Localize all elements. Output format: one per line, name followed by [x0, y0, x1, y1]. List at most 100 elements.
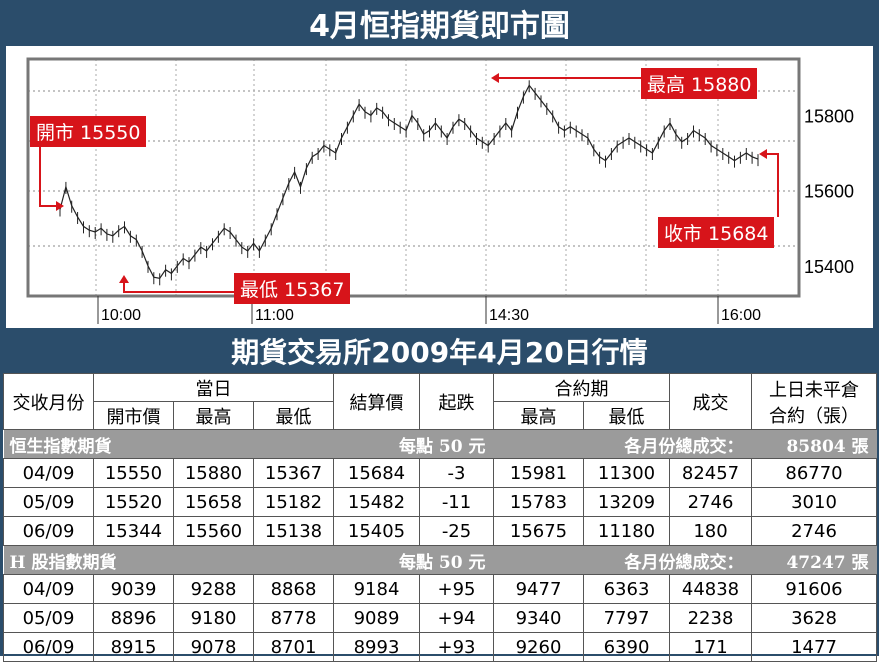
header-settle: 結算價 — [333, 373, 421, 430]
table-cell: 8896 — [93, 603, 174, 633]
table-cell: +95 — [419, 574, 495, 604]
y-tick-label: 15600 — [804, 182, 854, 202]
table-cell: 6363 — [583, 574, 671, 604]
table-cell: +93 — [419, 632, 495, 662]
table-cell: 15520 — [93, 487, 174, 517]
section-name: 恒生指數期貨 — [3, 429, 334, 459]
table-row: 06/09 8915 9078 8701 8993 +93 9260 6390 171 1477 — [3, 632, 878, 662]
table-cell: 9184 — [333, 574, 421, 604]
table-row: 04/09 15550 15880 15367 15684 -3 15981 11300 824… — [3, 458, 878, 488]
table-cell: 15405 — [333, 516, 421, 546]
table-cell: 9260 — [493, 632, 585, 662]
intraday-chart: 10:00 11:00 14:30 16:00 15800 15600 15400 — [26, 57, 854, 324]
header-day: 當日 — [92, 373, 335, 402]
table-cell: 82457 — [669, 458, 753, 488]
table-cell: 15675 — [493, 516, 585, 546]
table-cell: 05/09 — [3, 603, 94, 633]
low-arrowhead — [119, 275, 129, 283]
open-arrowhead — [56, 201, 64, 211]
table-cell: 44838 — [669, 574, 753, 604]
header-contract-period: 合約期 — [493, 373, 671, 402]
table-cell: 15550 — [93, 458, 174, 488]
table-cell: 15981 — [493, 458, 585, 488]
low-label: 最低 15367 — [234, 273, 351, 304]
table-cell: 11180 — [583, 516, 671, 546]
table-cell: 13209 — [583, 487, 671, 517]
table-cell: 15182 — [252, 487, 335, 517]
close-label: 收市 15684 — [658, 217, 775, 248]
table-cell: 86770 — [751, 458, 878, 488]
table-cell: 06/09 — [3, 632, 94, 662]
table-cell: 180 — [669, 516, 753, 546]
table-row: 05/09 8896 9180 8778 9089 +94 9340 7797 2238 3628 — [3, 603, 878, 633]
section-row: 恒生指數期貨 每點 50 元各月份總成交： 85804 張 — [3, 429, 877, 459]
table-cell: 8701 — [252, 632, 335, 662]
section-row: H 股指數期貨 每點 50 元各月份總成交： 47247 張 — [3, 545, 877, 575]
table-cell: 8778 — [252, 603, 335, 633]
header-open: 開市價 — [93, 401, 174, 430]
section-per-point: 每點 50 元 — [333, 545, 494, 575]
table-cell: 04/09 — [3, 574, 94, 604]
table-cell: 15482 — [333, 487, 421, 517]
table-cell: 06/09 — [3, 516, 94, 546]
header-oi-line1: 上日未平倉 — [769, 379, 860, 401]
table-row: 05/09 15520 15658 15182 15482 -11 15783 13209 27… — [3, 487, 878, 517]
price-line — [59, 84, 759, 279]
chart-panel: 10:00 11:00 14:30 16:00 15800 15600 15400 開市 1… — [6, 46, 873, 328]
plot-frame — [26, 57, 801, 298]
header-volume: 成交 — [669, 373, 753, 430]
table-cell: 2238 — [669, 603, 753, 633]
section-total-label: 各月份總成交： — [493, 545, 752, 575]
table-cell: +94 — [419, 603, 495, 633]
section-total: 47247 張 — [751, 545, 877, 575]
table-row: 04/09 9039 9288 8868 9184 +95 9477 6363 44838 916… — [3, 574, 878, 604]
table-cell: 9078 — [173, 632, 254, 662]
section-total: 85804 張 — [751, 429, 877, 459]
high-arrowhead — [491, 73, 499, 83]
header-open-interest: 上日未平倉合約（張） — [751, 373, 878, 430]
table-cell: 9039 — [93, 574, 174, 604]
table-cell: 05/09 — [3, 487, 94, 517]
table-cell: 11300 — [583, 458, 671, 488]
x-tick-label: 10:00 — [101, 307, 141, 324]
low-arrow — [123, 282, 234, 293]
table-cell: 04/09 — [3, 458, 94, 488]
table-cell: 9089 — [333, 603, 421, 633]
table-cell: 8915 — [93, 632, 174, 662]
section-per-point: 每點 50 元 — [333, 429, 494, 459]
table-cell: 15344 — [93, 516, 174, 546]
table-cell: 1477 — [751, 632, 878, 662]
quotes-table-panel: 交收月份 當日 結算價 起跌 合約期 成交 上日未平倉 合約（張） 開市價 最高 … — [3, 373, 878, 662]
table-cell: -25 — [419, 516, 495, 546]
section-total-label: 各月份總成交： — [493, 429, 752, 459]
y-tick-label: 15400 — [804, 257, 854, 277]
header-contract-month: 交收月份 — [3, 373, 94, 430]
table-cell: 15560 — [173, 516, 254, 546]
table-cell: 9180 — [173, 603, 254, 633]
table-cell: 15783 — [493, 487, 585, 517]
y-tick-label: 15800 — [804, 106, 854, 126]
header-low: 最低 — [252, 401, 335, 430]
header-high: 最高 — [173, 401, 254, 430]
table-row: 06/09 15344 15560 15138 15405 -25 15675 11180 18… — [3, 516, 878, 546]
table-cell: 15684 — [333, 458, 421, 488]
table-cell: 15138 — [252, 516, 335, 546]
quotes-table: 交收月份 當日 結算價 起跌 合約期 成交 上日未平倉 合約（張） 開市價 最高 … — [3, 373, 878, 662]
table-cell: 91606 — [751, 574, 878, 604]
close-arrow — [766, 153, 779, 217]
table-cell: 9340 — [493, 603, 585, 633]
table-cell: 3628 — [751, 603, 878, 633]
table-cell: -11 — [419, 487, 495, 517]
table-cell: 8868 — [252, 574, 335, 604]
header-oi-line2: 合約（張） — [769, 405, 860, 427]
table-cell: 15658 — [173, 487, 254, 517]
table-cell: 7797 — [583, 603, 671, 633]
x-tick-label: 16:00 — [721, 307, 761, 324]
x-tick-label: 14:30 — [489, 307, 529, 324]
table-cell: 171 — [669, 632, 753, 662]
chart-title: 4月恒指期貨即市圖 — [309, 9, 570, 44]
table-cell: 8993 — [333, 632, 421, 662]
table-cell: 2746 — [669, 487, 753, 517]
table-cell: 2746 — [751, 516, 878, 546]
